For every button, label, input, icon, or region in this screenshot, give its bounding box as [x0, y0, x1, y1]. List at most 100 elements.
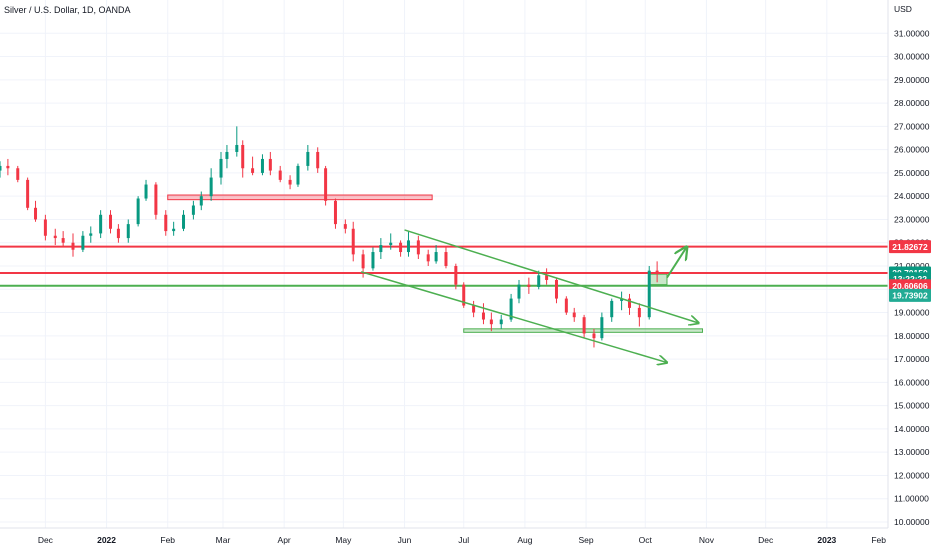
candle-body	[278, 170, 282, 180]
candle-body	[144, 184, 148, 199]
candles-layer[interactable]	[0, 126, 659, 348]
x-tick-label: Sep	[579, 535, 594, 545]
candle-body	[416, 240, 420, 255]
candle-body	[172, 228, 176, 232]
x-tick-label: Nov	[699, 535, 715, 545]
y-tick-label: 10.00000	[894, 517, 930, 527]
price-tag-label: 20.60606	[892, 281, 928, 291]
candle-body	[379, 245, 383, 253]
candle-body	[154, 184, 158, 215]
candle-body	[89, 233, 93, 236]
y-tick-label: 29.00000	[894, 75, 930, 85]
y-tick-label: 12.00000	[894, 470, 930, 480]
candle-body	[136, 198, 140, 225]
x-tick-label: Mar	[216, 535, 231, 545]
candle-body	[600, 317, 604, 339]
y-tick-label: 14.00000	[894, 424, 930, 434]
candle-body	[572, 312, 576, 318]
candle-body	[351, 228, 355, 255]
candle-body	[582, 317, 586, 334]
y-tick-label: 13.00000	[894, 447, 930, 457]
price-tag-label: 19.73902	[892, 291, 928, 301]
candle-body	[343, 224, 347, 229]
x-tick-label: Oct	[639, 535, 653, 545]
candle-body	[116, 228, 120, 239]
candle-body	[296, 165, 300, 185]
candle-body	[517, 284, 521, 299]
candle-body	[481, 312, 485, 320]
candle-body	[251, 168, 255, 173]
candle-body	[444, 252, 448, 266]
candle-body	[509, 298, 513, 320]
candle-body	[199, 196, 203, 206]
candle-body	[434, 252, 438, 262]
candle-body	[268, 158, 272, 171]
y-tick-label: 26.00000	[894, 145, 930, 155]
price-tag	[889, 288, 931, 302]
drawings-layer	[360, 229, 698, 363]
x-tick-label: Feb	[160, 535, 175, 545]
candle-body	[361, 254, 365, 269]
y-tick-label: 11.00000	[894, 494, 929, 504]
y-tick-label: 28.00000	[894, 98, 930, 108]
candle-body	[655, 270, 659, 273]
chart-title: Silver / U.S. Dollar, 1D, OANDA	[4, 5, 131, 15]
candle-body	[16, 168, 20, 180]
candle-body	[61, 238, 65, 243]
x-tick-label: 2023	[817, 535, 836, 545]
candle-body	[545, 275, 549, 280]
time-axis[interactable]: Dec 2022 Feb Mar Apr May Jun Jul Aug Sep Oct Nov Dec…	[0, 527, 932, 550]
y-tick-label: 23.00000	[894, 214, 930, 224]
candle-body	[610, 300, 614, 318]
candle-body	[564, 298, 568, 313]
y-tick-label: 16.00000	[894, 377, 930, 387]
candle-body	[537, 275, 541, 287]
candle-body	[499, 319, 503, 325]
candle-body	[164, 214, 168, 232]
x-tick-label: Jul	[458, 535, 469, 545]
candle-body	[34, 207, 38, 220]
y-tick-label: 31.00000	[894, 28, 930, 38]
candle-body	[219, 158, 223, 178]
candle-body	[454, 266, 458, 285]
candle-body	[235, 144, 239, 152]
y-tick-label: 19.00000	[894, 308, 930, 318]
candle-body	[527, 284, 531, 287]
candle-body	[406, 240, 410, 253]
candle-body	[647, 270, 651, 318]
candle-body	[191, 205, 195, 215]
grid-lines	[0, 0, 889, 528]
x-tick-label: Dec	[38, 535, 54, 545]
candle-body	[0, 165, 2, 171]
candle-body	[371, 252, 375, 269]
price-tag-label: 13:22:22	[893, 274, 927, 284]
candle-body	[627, 298, 631, 308]
x-tick-label: Apr	[278, 535, 291, 545]
horizontal-lines-layer	[0, 245, 888, 287]
y-tick-label: 25.00000	[894, 168, 930, 178]
y-tick-label: 24.00000	[894, 191, 930, 201]
y-tick-label: 15.00000	[894, 401, 930, 411]
candle-body	[99, 214, 103, 234]
y-tick-label: 30.00000	[894, 52, 930, 62]
price-tag-label: 21.82672	[892, 242, 928, 252]
candle-body	[399, 242, 403, 253]
candle-body	[620, 298, 624, 301]
candle-body	[333, 200, 337, 225]
candle-body	[472, 305, 476, 313]
price-tag	[889, 240, 931, 254]
currency-label: USD	[894, 4, 912, 14]
candle-body	[306, 151, 310, 166]
x-tick-label: Dec	[758, 535, 774, 545]
candle-body	[316, 151, 320, 169]
candle-body	[209, 177, 213, 197]
x-tick-label: Aug	[517, 535, 532, 545]
candle-body	[71, 242, 75, 250]
price-axis[interactable]: USD 31.00000 30.00000 29.00000 28.00000 27.0…	[887, 0, 932, 528]
candle-body	[637, 307, 641, 318]
candle-body	[260, 158, 264, 173]
zone-rect	[167, 194, 433, 201]
x-tick-label: 2022	[97, 535, 116, 545]
